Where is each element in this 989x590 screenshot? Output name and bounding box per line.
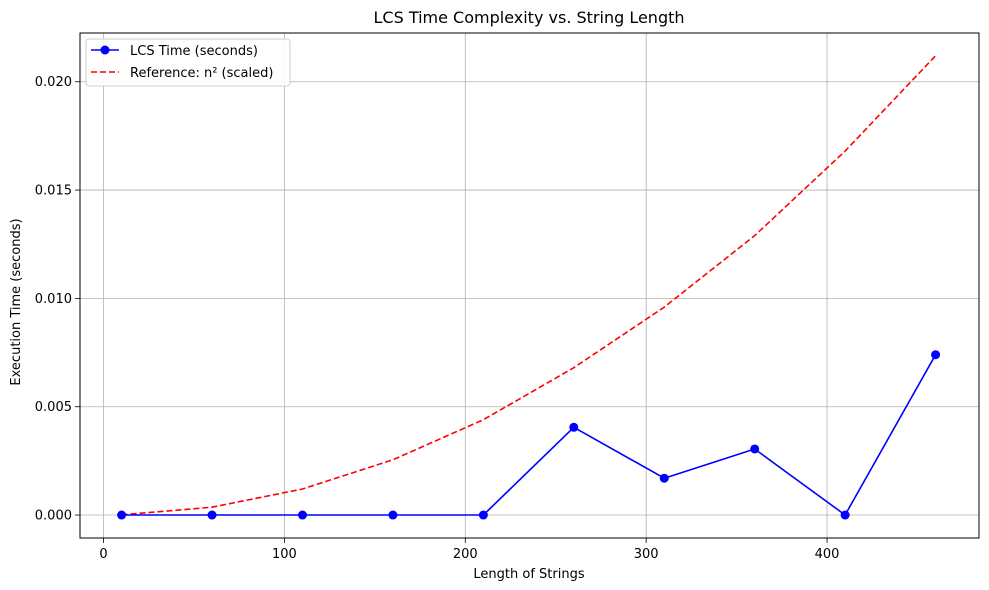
x-axis-ticks: 0 100 200 300 400 xyxy=(99,538,839,562)
y-tick-label: 0.000 xyxy=(35,509,72,524)
data-point-lcs-time xyxy=(478,510,488,520)
data-point-lcs-time xyxy=(659,473,669,483)
data-point-lcs-time xyxy=(750,444,760,454)
legend-marker-lcs-time xyxy=(100,45,110,55)
x-tick-label: 400 xyxy=(815,547,840,562)
data-point-lcs-time xyxy=(117,510,127,520)
x-tick-label: 300 xyxy=(634,547,659,562)
y-tick-label: 0.015 xyxy=(35,184,72,199)
data-point-lcs-time xyxy=(569,422,579,432)
x-tick-label: 100 xyxy=(272,547,297,562)
x-tick-label: 200 xyxy=(453,547,478,562)
legend-box xyxy=(85,38,291,87)
y-axis-ticks: 0.000 0.005 0.010 0.015 0.020 xyxy=(35,75,80,524)
data-point-lcs-time xyxy=(931,350,941,360)
legend-label-lcs-time: LCS Time (seconds) xyxy=(130,44,258,59)
series-line-lcs-time xyxy=(121,354,937,516)
y-tick-label: 0.010 xyxy=(35,292,72,307)
x-tick-label: 0 xyxy=(99,547,107,562)
x-axis-label: Length of Strings xyxy=(473,567,584,582)
legend-label-reference: Reference: n² (scaled) xyxy=(130,66,273,81)
series-line-reference xyxy=(121,55,937,516)
chart-title: LCS Time Complexity vs. String Length xyxy=(373,8,684,27)
plot-frame xyxy=(79,32,980,539)
data-point-lcs-time xyxy=(388,510,398,520)
y-axis-label: Execution Time (seconds) xyxy=(9,218,24,385)
legend: LCS Time (seconds) Reference: n² (scaled… xyxy=(85,38,291,87)
data-point-lcs-time xyxy=(207,510,217,520)
y-tick-label: 0.005 xyxy=(35,400,72,415)
y-tick-label: 0.020 xyxy=(35,75,72,90)
plot-series xyxy=(117,55,941,520)
data-point-lcs-time xyxy=(840,510,850,520)
data-point-lcs-time xyxy=(297,510,307,520)
